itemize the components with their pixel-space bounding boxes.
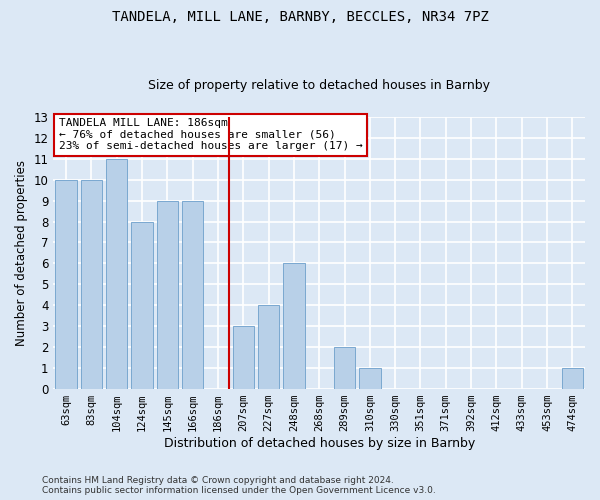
Bar — [182, 200, 203, 389]
Bar — [131, 222, 153, 389]
X-axis label: Distribution of detached houses by size in Barnby: Distribution of detached houses by size … — [164, 437, 475, 450]
Text: TANDELA, MILL LANE, BARNBY, BECCLES, NR34 7PZ: TANDELA, MILL LANE, BARNBY, BECCLES, NR3… — [112, 10, 488, 24]
Bar — [562, 368, 583, 389]
Text: Contains HM Land Registry data © Crown copyright and database right 2024.
Contai: Contains HM Land Registry data © Crown c… — [42, 476, 436, 495]
Bar — [283, 264, 305, 389]
Bar — [334, 347, 355, 389]
Bar — [106, 158, 127, 389]
Bar — [359, 368, 380, 389]
Bar — [258, 306, 280, 389]
Bar — [80, 180, 102, 389]
Bar — [157, 200, 178, 389]
Y-axis label: Number of detached properties: Number of detached properties — [15, 160, 28, 346]
Bar — [233, 326, 254, 389]
Title: Size of property relative to detached houses in Barnby: Size of property relative to detached ho… — [148, 79, 490, 92]
Text: TANDELA MILL LANE: 186sqm
← 76% of detached houses are smaller (56)
23% of semi-: TANDELA MILL LANE: 186sqm ← 76% of detac… — [59, 118, 362, 152]
Bar — [55, 180, 77, 389]
